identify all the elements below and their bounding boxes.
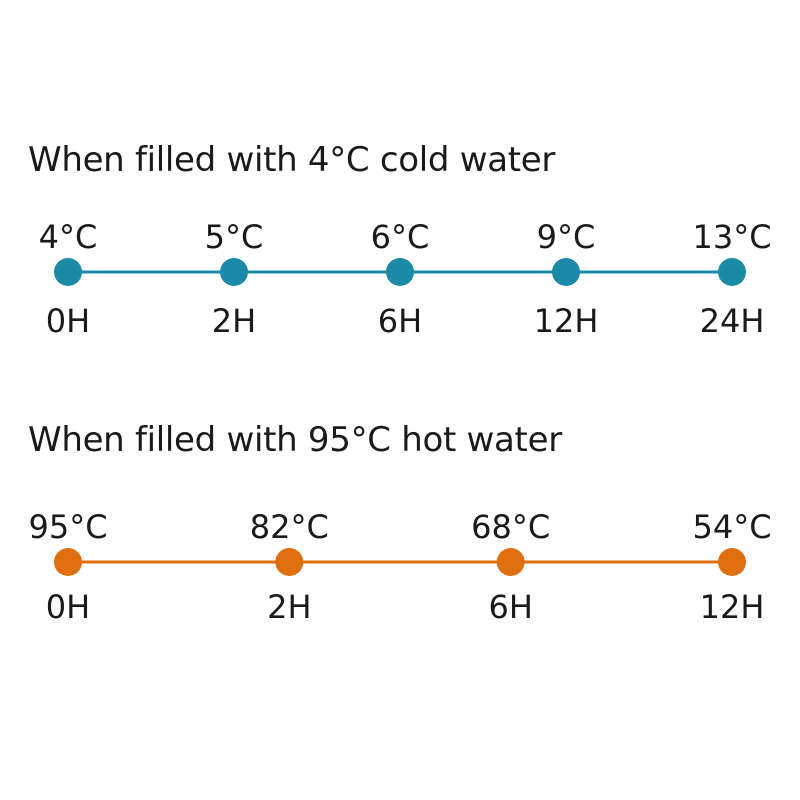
hot-water-title: When filled with 95°C hot water: [28, 420, 562, 460]
hot-time-label-2: 6H: [488, 588, 532, 626]
cold-temperature-label-2: 6°C: [371, 218, 430, 256]
cold-point-0: [54, 258, 82, 286]
cold-point-3: [552, 258, 580, 286]
cold-time-label-2: 6H: [378, 302, 422, 340]
cold-point-1: [220, 258, 248, 286]
hot-temperature-label-1: 82°C: [250, 508, 329, 546]
cold-temperature-label-1: 5°C: [205, 218, 264, 256]
cold-water-title: When filled with 4°C cold water: [28, 140, 556, 180]
hot-time-label-0: 0H: [46, 588, 90, 626]
cold-time-label-4: 24H: [700, 302, 765, 340]
cold-time-label-3: 12H: [534, 302, 599, 340]
cold-time-label-1: 2H: [212, 302, 256, 340]
hot-temperature-label-2: 68°C: [471, 508, 550, 546]
cold-temperature-label-3: 9°C: [537, 218, 596, 256]
cold-point-2: [386, 258, 414, 286]
cold-temperature-label-4: 13°C: [692, 218, 771, 256]
hot-temperature-label-0: 95°C: [28, 508, 107, 546]
cold-time-label-0: 0H: [46, 302, 90, 340]
hot-time-label-1: 2H: [267, 588, 311, 626]
cold-temperature-label-0: 4°C: [39, 218, 98, 256]
hot-point-2: [496, 548, 525, 576]
hot-time-label-3: 12H: [700, 588, 765, 626]
hot-temperature-label-3: 54°C: [692, 508, 771, 546]
hot-point-1: [275, 548, 304, 576]
hot-point-3: [718, 548, 746, 576]
hot-point-0: [54, 548, 82, 576]
cold-point-4: [718, 258, 746, 286]
